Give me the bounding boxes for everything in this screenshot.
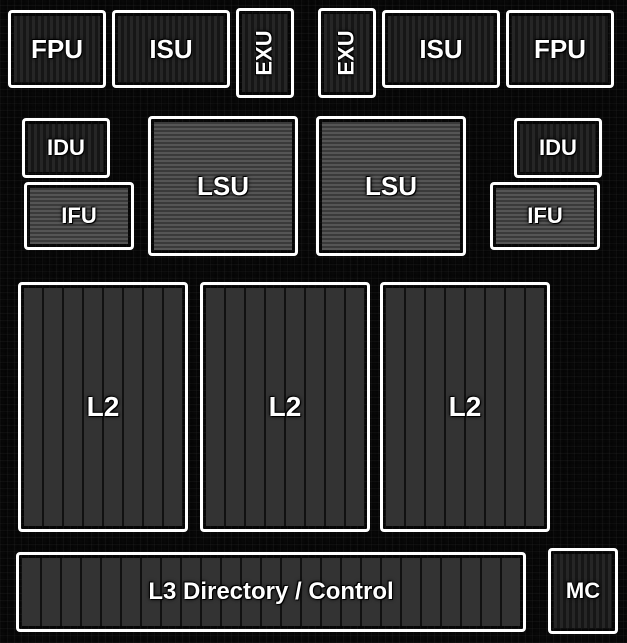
- block-fill: [496, 188, 594, 244]
- block-fill: [206, 288, 364, 526]
- block-fill: [242, 14, 288, 92]
- block-fill: [30, 188, 128, 244]
- block-fpu-right: FPU: [506, 10, 614, 88]
- block-idu-right: IDU: [514, 118, 602, 178]
- block-fill: [154, 122, 292, 250]
- block-exu-left: EXU: [236, 8, 294, 98]
- block-fill: [322, 122, 460, 250]
- block-fill: [512, 16, 608, 82]
- block-lsu-left: LSU: [148, 116, 298, 256]
- block-ifu-right: IFU: [490, 182, 600, 250]
- block-ifu-left: IFU: [24, 182, 134, 250]
- block-fill: [386, 288, 544, 526]
- block-fill: [324, 14, 370, 92]
- block-fill: [24, 288, 182, 526]
- block-mc: MC: [548, 548, 618, 634]
- block-l3-dir: L3 Directory / Control: [16, 552, 526, 632]
- block-lsu-right: LSU: [316, 116, 466, 256]
- block-fill: [14, 16, 100, 82]
- chip-die: FPUISUEXUEXUISUFPUIDUIDUIFUIFULSULSUL2L2…: [0, 0, 627, 643]
- block-fpu-left: FPU: [8, 10, 106, 88]
- block-l2-c: L2: [380, 282, 550, 532]
- block-l2-b: L2: [200, 282, 370, 532]
- block-fill: [28, 124, 104, 172]
- block-fill: [22, 558, 520, 626]
- block-fill: [118, 16, 224, 82]
- block-idu-left: IDU: [22, 118, 110, 178]
- block-fill: [388, 16, 494, 82]
- block-isu-left: ISU: [112, 10, 230, 88]
- block-fill: [554, 554, 612, 628]
- block-exu-right: EXU: [318, 8, 376, 98]
- block-l2-a: L2: [18, 282, 188, 532]
- block-fill: [520, 124, 596, 172]
- block-isu-right: ISU: [382, 10, 500, 88]
